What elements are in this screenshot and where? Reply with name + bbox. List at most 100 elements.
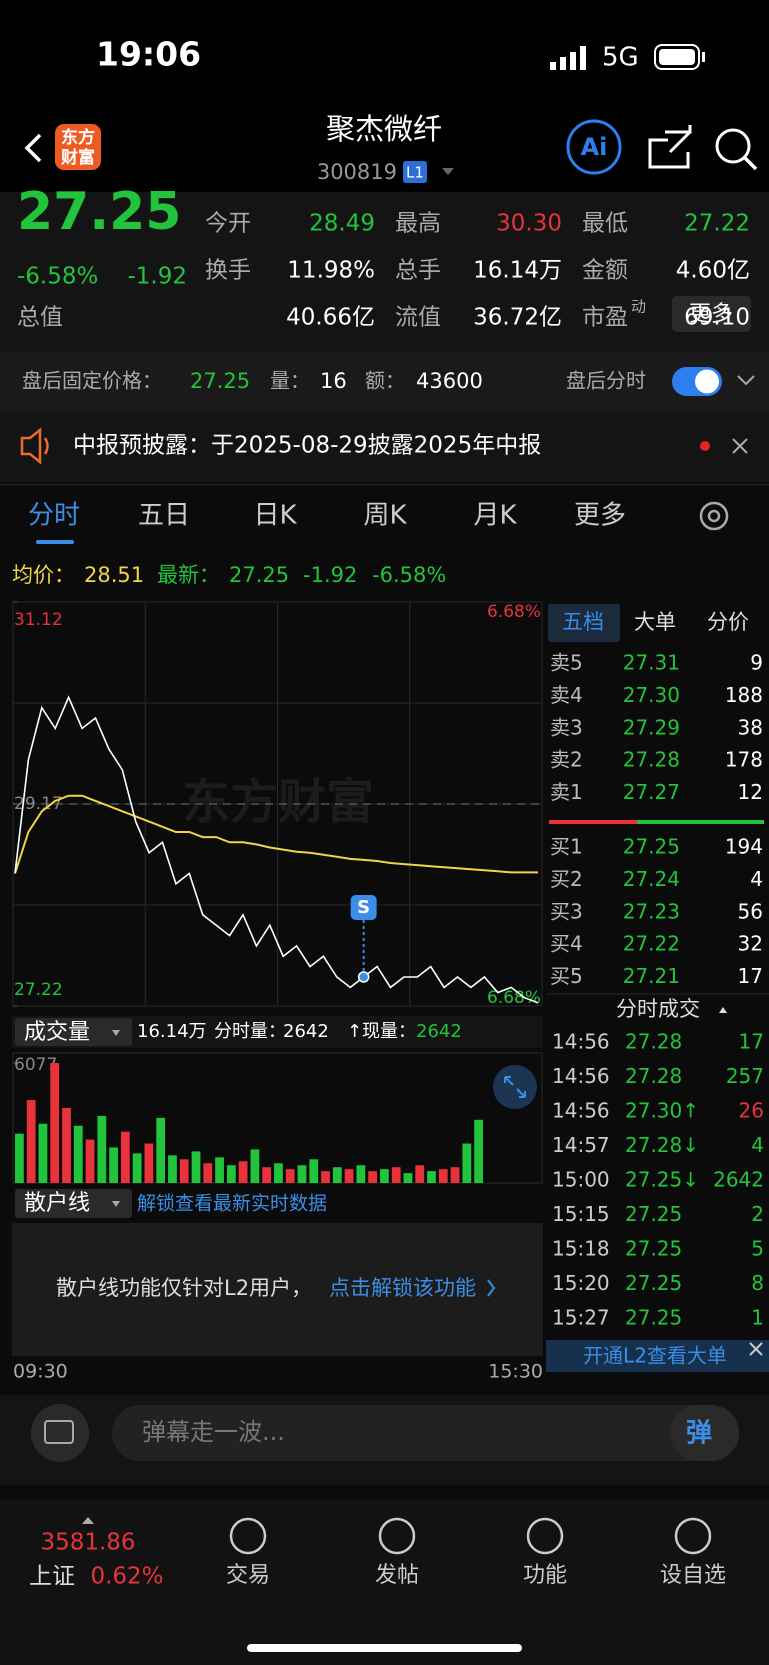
- comment-input[interactable]: [112, 1405, 739, 1461]
- volume-bar: [73, 1125, 83, 1183]
- stock-name: 聚杰微纤: [326, 112, 442, 146]
- nav-label[interactable]: 发帖: [375, 1563, 419, 1588]
- index-value[interactable]: 3581.86: [40, 1530, 135, 1556]
- order-tab[interactable]: 五档: [562, 610, 604, 634]
- volume-bar: [238, 1161, 248, 1183]
- price-line: [14, 794, 538, 874]
- index-name[interactable]: 上证: [29, 1564, 75, 1590]
- price: 27.25: [17, 182, 181, 242]
- tab[interactable]: 五日: [138, 501, 190, 531]
- settings-icon[interactable]: [699, 501, 729, 531]
- order-tab[interactable]: 大单: [634, 610, 676, 634]
- volume-bar: [191, 1151, 201, 1183]
- tab[interactable]: 更多: [574, 501, 626, 531]
- y-tick-label: 29.17: [14, 794, 63, 814]
- order-label: 卖1: [550, 780, 583, 804]
- divider: [0, 484, 769, 485]
- ai-text[interactable]: Ai: [581, 133, 608, 161]
- retail-link[interactable]: 解锁查看最新实时数据: [137, 1193, 327, 1215]
- nav-label[interactable]: 交易: [226, 1563, 270, 1588]
- tab[interactable]: 月K: [473, 501, 517, 531]
- after-hours-label: 额：: [365, 369, 405, 393]
- volume-bar: [368, 1171, 378, 1183]
- volume-bar: [403, 1173, 413, 1183]
- change: -1.92: [127, 264, 187, 290]
- dropdown-caret[interactable]: [442, 168, 454, 175]
- summary-value: -1.92: [303, 563, 357, 587]
- order-volume: 17: [738, 964, 763, 988]
- notice-text[interactable]: 中报预披露：于2025-08-29披露2025年中报: [73, 433, 541, 459]
- tab[interactable]: 分时: [28, 501, 80, 531]
- expand-icon[interactable]: [737, 375, 755, 386]
- annotation-text[interactable]: S: [357, 897, 370, 918]
- more-button-bg[interactable]: [672, 296, 751, 332]
- nav-label[interactable]: 功能: [523, 1563, 567, 1588]
- top-bar: [0, 0, 769, 192]
- field-value: 28.49: [309, 211, 375, 237]
- y-tick-label: 31.12: [14, 610, 63, 630]
- volume-bar: [415, 1165, 425, 1183]
- trades-title: 分时成交: [616, 997, 700, 1021]
- volume-arrow: ↑: [347, 1021, 362, 1042]
- trade-price: 27.25: [625, 1271, 682, 1295]
- nav-icon[interactable]: [674, 1517, 712, 1555]
- battery-icon: [654, 44, 705, 70]
- order-price: 27.27: [623, 780, 680, 804]
- danmaku-toggle[interactable]: [31, 1404, 89, 1462]
- comment-placeholder[interactable]: 弹幕走一波...: [142, 1418, 285, 1446]
- summary-value: 27.25: [229, 563, 289, 587]
- expand-button[interactable]: [493, 1065, 537, 1109]
- volume-bar: [38, 1123, 48, 1183]
- ai-button[interactable]: [566, 119, 622, 175]
- order-price: 27.31: [623, 651, 680, 675]
- home-indicator: [247, 1644, 522, 1652]
- trade-volume: 2: [751, 1202, 764, 1226]
- nav-icon[interactable]: [378, 1517, 416, 1555]
- nav-icon[interactable]: [229, 1517, 267, 1555]
- promo-text[interactable]: 开通L2查看大单: [583, 1344, 727, 1368]
- index-caret[interactable]: [82, 1517, 94, 1524]
- promo-bg[interactable]: [546, 1340, 769, 1372]
- close-notice[interactable]: [732, 438, 748, 454]
- volume-title[interactable]: 成交量: [24, 1020, 90, 1045]
- tab[interactable]: 日K: [253, 501, 297, 531]
- volume-selector[interactable]: [15, 1018, 132, 1046]
- volume-bar: [120, 1131, 130, 1183]
- retail-action[interactable]: 点击解锁该功能: [329, 1276, 476, 1300]
- pressure-bar-sell: [549, 820, 637, 824]
- close-promo[interactable]: [749, 1342, 763, 1356]
- trade-volume: 2642: [713, 1168, 764, 1192]
- watermark: 东方财富: [182, 774, 374, 830]
- logo: [55, 124, 101, 170]
- volume-current: 2642: [416, 1021, 462, 1042]
- more-button[interactable]: 更多: [689, 302, 733, 327]
- trade-price: 27.25: [625, 1237, 682, 1261]
- order-price: 27.25: [623, 835, 680, 859]
- volume-bar: [344, 1169, 354, 1183]
- trade-price: 27.25: [625, 1202, 682, 1226]
- volume-bar: [297, 1165, 307, 1183]
- retail-selector[interactable]: [15, 1189, 132, 1218]
- trade-price: 27.28↓: [625, 1133, 699, 1157]
- after-hours-volume: 16: [320, 369, 347, 393]
- send-button[interactable]: [670, 1405, 739, 1461]
- tab-indicator: [36, 540, 74, 544]
- tab[interactable]: 周K: [363, 501, 407, 531]
- index-change[interactable]: 0.62%: [90, 1564, 163, 1590]
- volume-total: 16.14万: [137, 1021, 207, 1042]
- volume-bar: [132, 1153, 142, 1183]
- order-price: 27.21: [623, 964, 680, 988]
- volume-bar: [450, 1167, 460, 1183]
- field-value: 4.60亿: [676, 258, 750, 284]
- share-button[interactable]: [648, 125, 692, 169]
- nav-icon[interactable]: [526, 1517, 564, 1555]
- retail-title[interactable]: 散户线: [24, 1191, 90, 1216]
- order-tab[interactable]: 分价: [707, 610, 749, 634]
- send-text[interactable]: 弹: [686, 1419, 712, 1449]
- back-button[interactable]: [24, 133, 42, 163]
- order-label: 买2: [550, 867, 583, 891]
- nav-label[interactable]: 设自选: [660, 1563, 726, 1588]
- search-button[interactable]: [715, 128, 758, 171]
- volume-bar: [215, 1157, 224, 1183]
- trade-volume: 17: [739, 1030, 764, 1054]
